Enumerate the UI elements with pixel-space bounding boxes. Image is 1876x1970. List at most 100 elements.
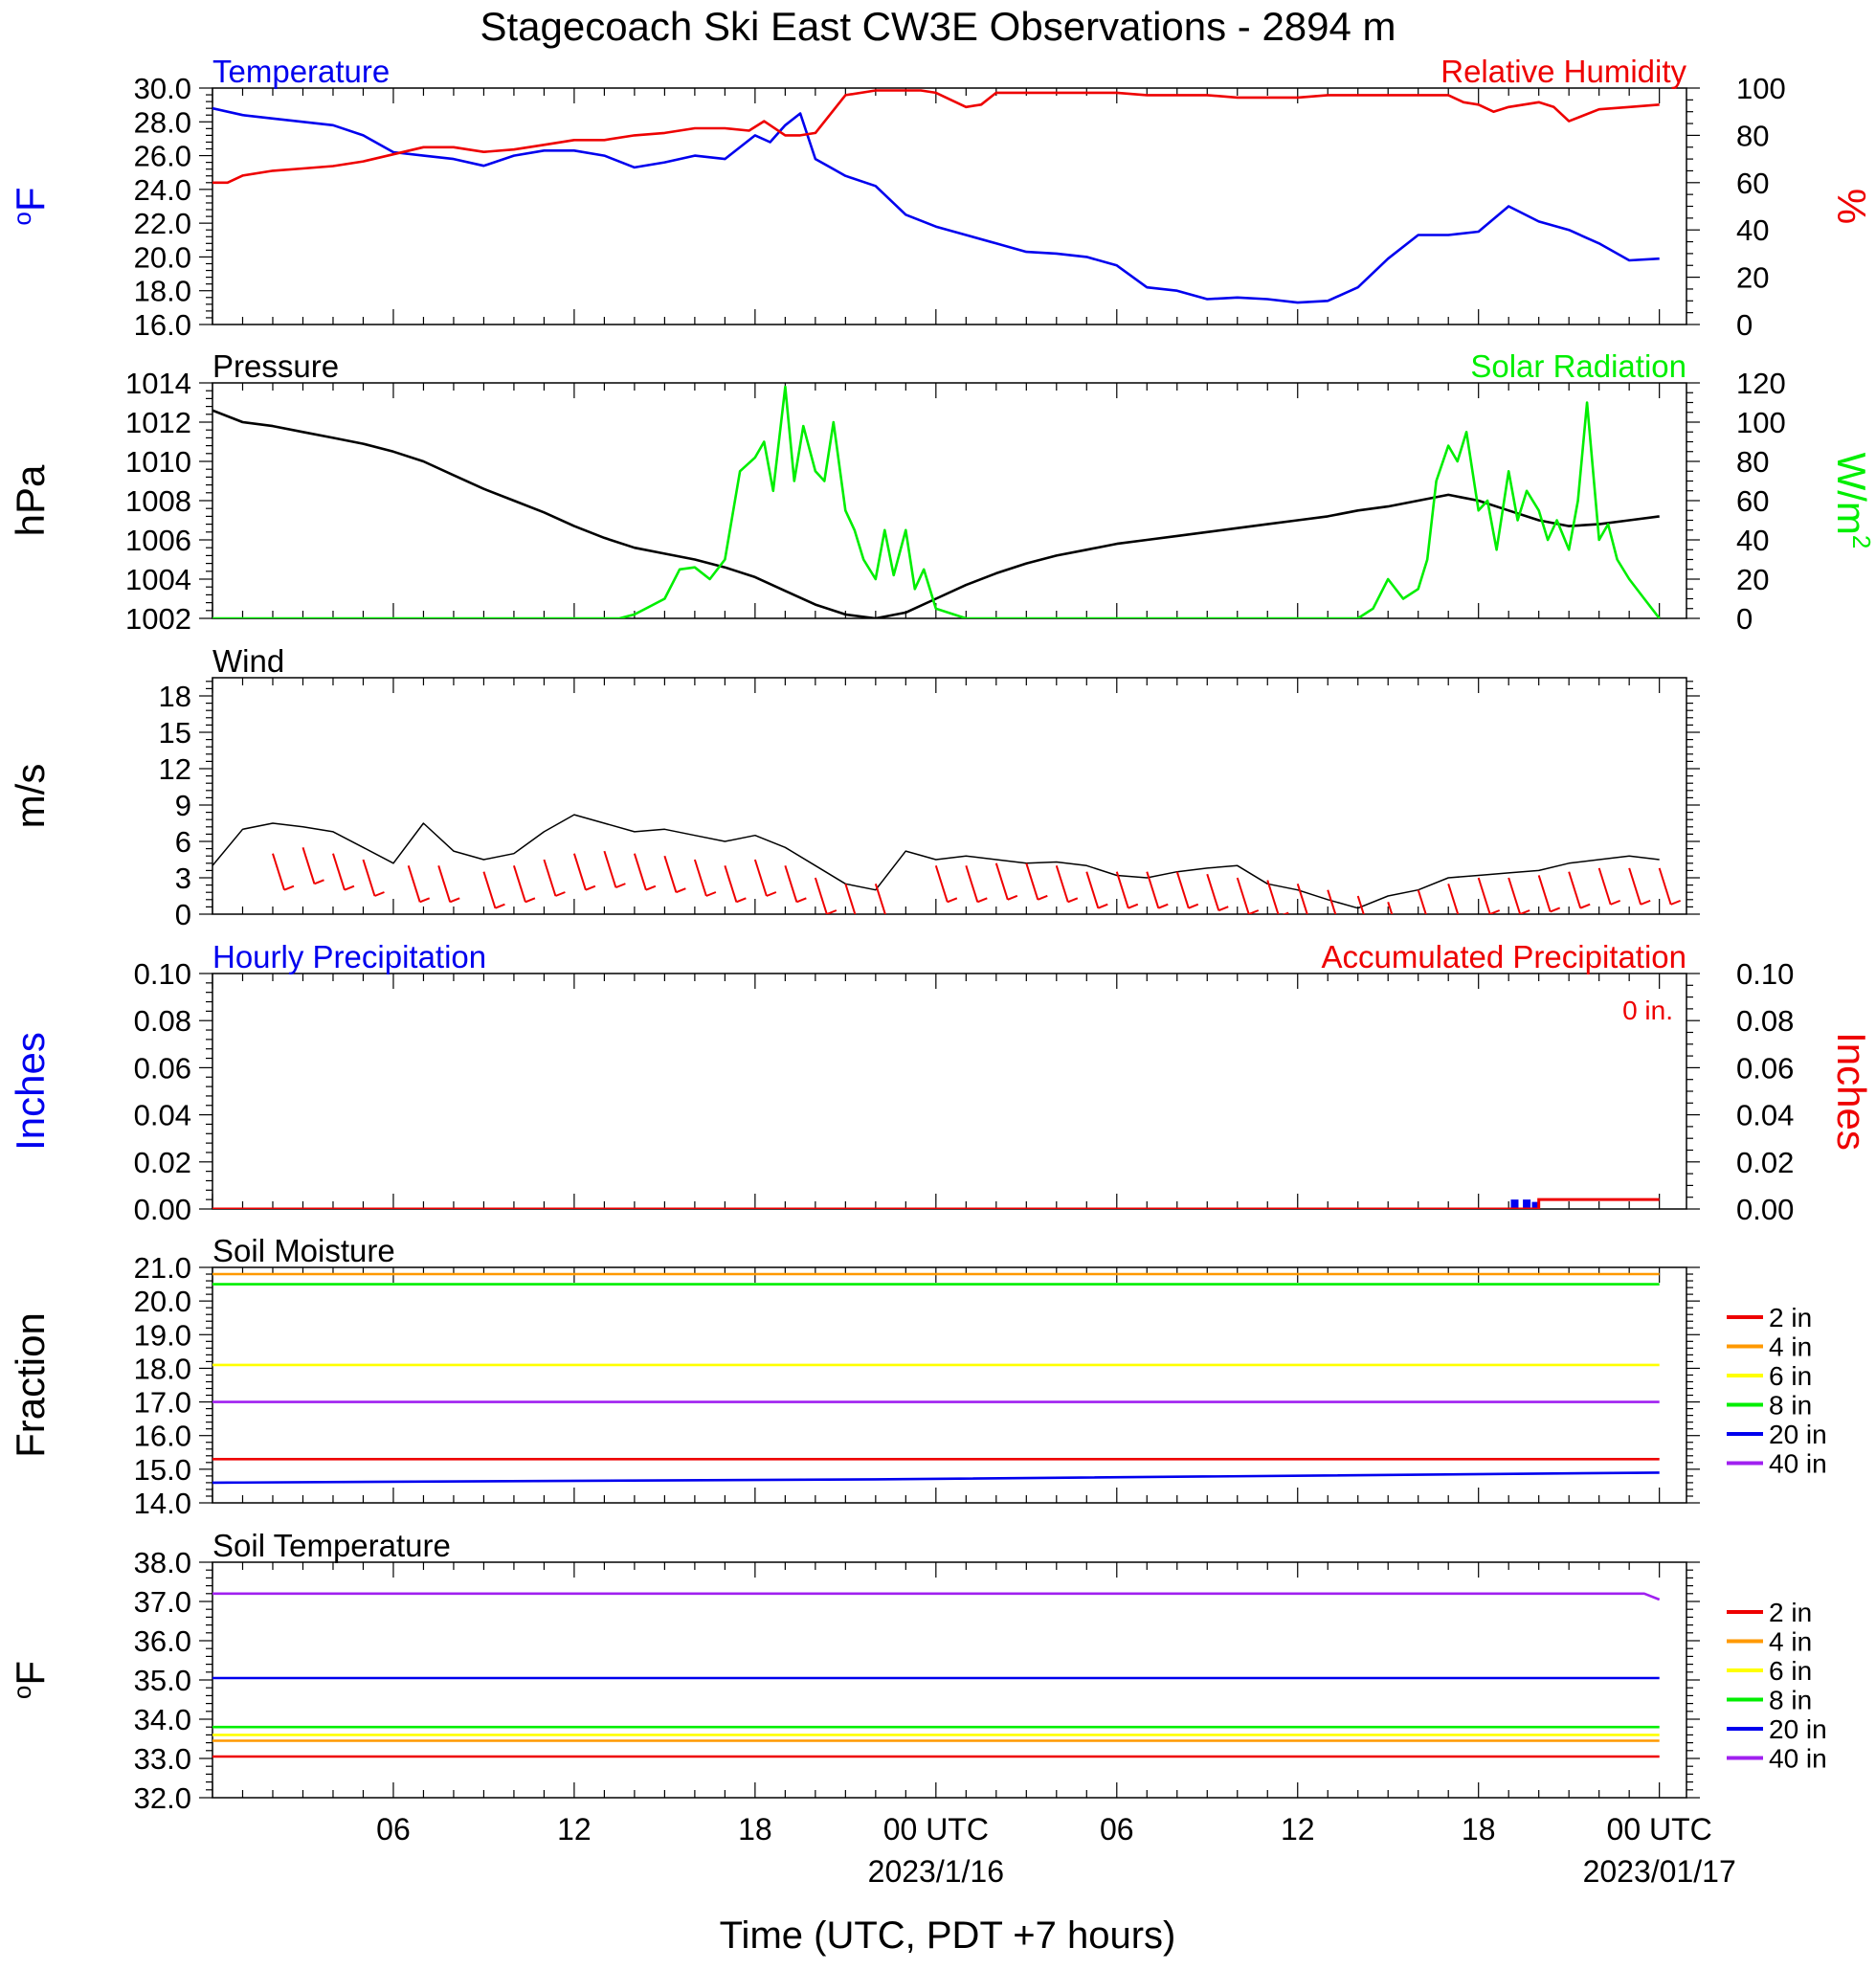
y-tick-label: 0.02 [134, 1146, 191, 1179]
y-tick-label: 0.06 [134, 1051, 191, 1085]
wind-barb-flag [1460, 916, 1469, 920]
time-axis: 06 12 18 00 UTC 2023/1/16 06 12 18 00 UTC 2023/01… [376, 1812, 1736, 1889]
wind-barb-flag [1067, 897, 1079, 904]
series-temperature [212, 106, 1660, 304]
left-axis-unit: oF [8, 1661, 53, 1699]
wind-barb-flag [1217, 906, 1229, 912]
wind-barb [1115, 871, 1129, 908]
y-tick-label: 1012 [125, 406, 191, 439]
wind-barb-flag [1489, 909, 1501, 914]
series-20-in [212, 1471, 1660, 1485]
wind-barb [693, 859, 707, 897]
degree-mark: o [8, 1686, 36, 1699]
wind-barb [1236, 877, 1250, 914]
y-tick-label: 32.0 [134, 1781, 191, 1815]
y2-tick-label: 0.08 [1736, 1004, 1794, 1038]
wind-barb [1175, 871, 1190, 908]
degree-mark: o [8, 212, 36, 225]
wind-barb [543, 859, 557, 897]
y-tick-label: 24.0 [134, 173, 191, 207]
wind-barb [1206, 873, 1220, 911]
plot-frame [212, 87, 1687, 325]
wind-barb-flag [1007, 894, 1018, 901]
precip-bar [1531, 1201, 1540, 1209]
wind-barb [1025, 862, 1039, 901]
plot-frame [212, 973, 1687, 1210]
wind-barb-flag [1370, 929, 1379, 932]
wind-barb-flag [887, 916, 897, 920]
precip-bar [1510, 1199, 1519, 1209]
y-tick-label: 38.0 [134, 1546, 191, 1579]
wind-barb [994, 862, 1009, 901]
unit-base: W/m [1829, 453, 1874, 535]
y-tick-label: 6 [175, 825, 191, 859]
precip-total-annotation: 0 in. [1622, 996, 1673, 1025]
y-tick-label: 26.0 [134, 140, 191, 173]
series-group [212, 89, 1660, 304]
wind-barb [753, 859, 768, 897]
y2-tick-label: 40 [1736, 524, 1769, 557]
y2-tick-label: 60 [1736, 484, 1769, 518]
y-tick-label: 15 [159, 716, 191, 750]
legend-label: 2 in [1769, 1598, 1812, 1627]
legend-label: 4 in [1769, 1332, 1812, 1362]
unit-exponent: 2 [1847, 535, 1876, 548]
y-tick-label: 15.0 [134, 1453, 191, 1487]
y-tick-label: 28.0 [134, 105, 191, 139]
panel-left-title: Hourly Precipitation [212, 939, 486, 974]
y2-tick-label: 0.00 [1736, 1193, 1794, 1226]
legend-label: 4 in [1769, 1627, 1812, 1657]
left-axis-unit: hPa [8, 464, 53, 536]
wind-barb-flag [1610, 899, 1621, 906]
y-tick-label: 0.04 [134, 1099, 191, 1132]
time-tick-label: 12 [1281, 1812, 1315, 1847]
panel-soil_temp: 32.0 33.0 34.0 35.0 36.0 37.0 38.0 Soil Tempera… [8, 1528, 1827, 1815]
series-group [212, 814, 1682, 932]
right-axis-unit: % [1829, 189, 1874, 224]
plot-frame [212, 677, 1687, 915]
wind-barb [1597, 867, 1612, 906]
legend-label: 8 in [1769, 1391, 1812, 1421]
time-tick-label: 06 [1100, 1812, 1134, 1847]
series-group [212, 1272, 1660, 1485]
series-pressure [212, 409, 1660, 618]
wind-barb-flag [705, 891, 717, 897]
left-axis-unit: Fraction [8, 1312, 53, 1458]
y-tick-label: 1008 [125, 484, 191, 518]
y-tick-label: 0 [175, 898, 191, 931]
y2-tick-label: 20 [1736, 563, 1769, 596]
wind-barb [934, 865, 949, 903]
precip-bar [1523, 1199, 1531, 1209]
right-axis-unit: W/m2 [1829, 453, 1876, 549]
wind-barb [1266, 880, 1280, 914]
wind-barb-flag [1188, 903, 1199, 909]
y-tick-label: 37.0 [134, 1585, 191, 1619]
series-40-in [212, 1592, 1661, 1601]
wind-barb [633, 853, 647, 890]
wind-barb-flag [1550, 907, 1561, 913]
wind-barb [437, 865, 452, 903]
y2-tick-label: 20 [1736, 261, 1769, 295]
y2-tick-label: 0.04 [1736, 1099, 1794, 1132]
wind-barb-flag [676, 887, 686, 894]
wind-barb-flag [1579, 903, 1591, 909]
y-tick-label: 18.0 [134, 1352, 191, 1385]
y-tick-label: 36.0 [134, 1624, 191, 1658]
wind-barb-flag [947, 897, 958, 904]
wind-barb [272, 853, 285, 890]
y-tick-label: 1002 [125, 602, 191, 636]
wind-barb [724, 865, 738, 903]
wind-barb [663, 855, 678, 893]
wind-barb-flag [1430, 923, 1440, 927]
y2-tick-label: 100 [1736, 72, 1786, 105]
y-tick-label: 30.0 [134, 72, 191, 105]
wind-barb-flag [645, 884, 657, 891]
y-tick-label: 3 [175, 862, 191, 895]
series-relative-humidity [212, 89, 1660, 185]
wind-barb-flag [449, 897, 460, 904]
wind-barb [603, 850, 617, 888]
y-tick-label: 16.0 [134, 308, 191, 342]
time-date-label: 2023/01/17 [1583, 1854, 1736, 1889]
panel-left-title: Temperature [212, 54, 390, 89]
